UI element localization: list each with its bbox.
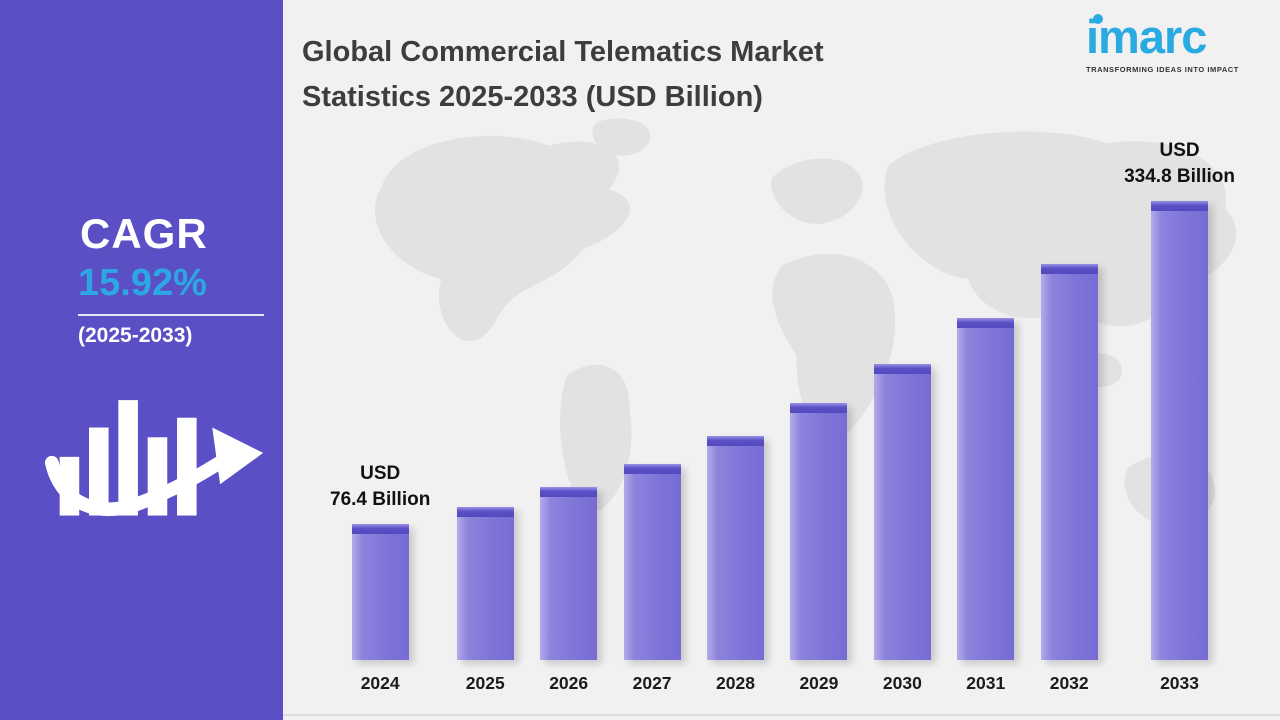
bar-annotation-2033: USD 334.8 Billion (1124, 139, 1235, 188)
x-axis-label-2028: 2028 (716, 673, 755, 693)
bar-2033 (1151, 201, 1209, 660)
bar-2024 (351, 524, 409, 660)
bar-col-2029: 2029 (790, 403, 848, 694)
growth-chart-icon (44, 400, 264, 517)
bar-2032 (1040, 264, 1098, 660)
bar-col-2024: USD 76.4 Billion 2024 (330, 461, 430, 694)
imarc-logo: imarc TRANSFORMING IDEAS INTO IMPACT (1086, 8, 1256, 74)
x-axis-label-2033: 2033 (1160, 673, 1200, 693)
page-title-line1: Global Commercial Telematics Market (302, 36, 824, 68)
cagr-divider (78, 314, 264, 316)
bar-2028 (707, 436, 764, 660)
bottom-rule (283, 714, 1280, 716)
logo-dot-icon (1093, 14, 1103, 24)
bar-col-2026: 2026 (540, 487, 598, 694)
bar-col-2025: 2025 (456, 507, 514, 694)
bars: USD 76.4 Billion 2024 2025 2026 2027 2028 2029 2… (330, 138, 1235, 694)
cagr-label: CAGR (80, 210, 208, 257)
x-axis-label-2029: 2029 (799, 673, 839, 693)
x-axis-label-2026: 2026 (549, 673, 589, 693)
bar-col-2033: USD 334.8 Billion 2033 (1124, 138, 1235, 694)
x-axis-label-2027: 2027 (632, 673, 672, 693)
x-axis-label-2031: 2031 (966, 673, 1006, 693)
bar-2027 (623, 464, 681, 660)
bar-col-2030: 2030 (873, 364, 931, 694)
logo-tagline: TRANSFORMING IDEAS INTO IMPACT (1086, 64, 1239, 74)
bar-2031 (957, 318, 1015, 660)
bar-col-2028: 2028 (707, 436, 764, 694)
x-axis-label-2030: 2030 (882, 673, 922, 693)
cagr-value: 15.92% (78, 262, 207, 304)
logo-wordmark: imarc (1086, 10, 1207, 63)
page-title: Global Commercial Telematics Market Stat… (302, 30, 824, 120)
bar-2029 (790, 403, 848, 660)
bar-col-2031: 2031 (957, 318, 1015, 694)
bar-annotation-2024: USD 76.4 Billion (330, 462, 431, 511)
bar-2026 (540, 487, 598, 660)
x-axis-label-2025: 2025 (465, 673, 505, 693)
x-axis-label-2024: 2024 (360, 673, 400, 693)
bar-2025 (456, 507, 514, 660)
bar-2030 (873, 364, 931, 660)
x-axis-label-2032: 2032 (1049, 673, 1089, 693)
cagr-period: (2025-2033) (78, 324, 193, 347)
page-title-line2: Statistics 2025-2033 (USD Billion) (302, 80, 763, 113)
sidebar: CAGR 15.92% (2025-2033) (0, 0, 283, 720)
bar-col-2027: 2027 (623, 464, 681, 694)
bar-col-2032: 2032 (1040, 264, 1098, 694)
